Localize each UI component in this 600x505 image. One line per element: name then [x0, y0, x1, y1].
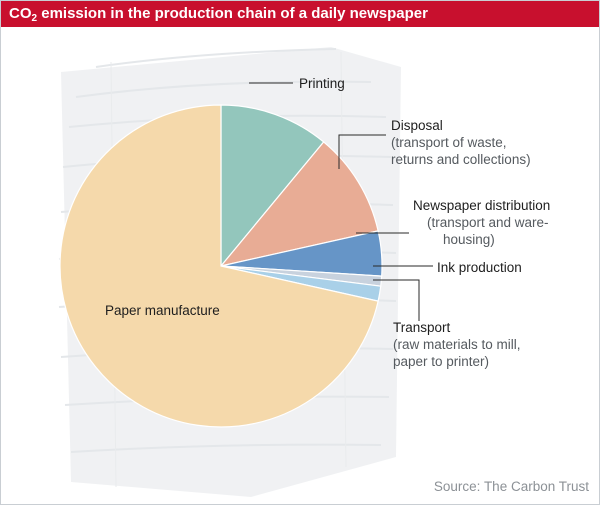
slice-label-detail: (raw materials to mill, — [393, 337, 521, 352]
title-bar: CO2 emission in the production chain of … — [1, 1, 599, 27]
chart-canvas — [58, 47, 433, 497]
slice-label-name: Paper manufacture — [105, 303, 220, 318]
slice-label-name: Ink production — [437, 260, 522, 275]
slice-label-transport: Transport (raw materials to mill, paper … — [393, 319, 521, 370]
chart-title: CO2 emission in the production chain of … — [9, 5, 428, 25]
slice-label-name: Disposal — [391, 118, 443, 133]
slice-label-detail: (transport and ware- — [427, 215, 549, 230]
slice-label-detail: housing) — [443, 232, 495, 247]
leader-line-transport — [373, 279, 420, 321]
slice-label-newspaper-distribution: Newspaper distribution (transport and wa… — [413, 197, 550, 248]
slice-label-name: Printing — [299, 76, 345, 91]
pie — [59, 104, 383, 428]
slice-label-detail: (transport of waste, — [391, 135, 507, 150]
slice-label-detail: returns and collections) — [391, 152, 531, 167]
slice-label-ink-production: Ink production — [437, 259, 522, 276]
slice-label-detail: paper to printer) — [393, 354, 490, 369]
title-rest: emission in the production chain of a da… — [37, 5, 428, 22]
slice-label-name: Transport — [393, 320, 451, 335]
slice-label-disposal: Disposal (transport of waste, returns an… — [391, 117, 531, 168]
slice-label-paper-manufacture: Paper manufacture — [105, 302, 220, 319]
slice-label-name: Newspaper distribution — [413, 198, 551, 213]
pie-slice-disposal — [219, 141, 379, 267]
pie-slice-paper-manufacture — [59, 104, 379, 428]
title-subscript: 2 — [31, 13, 38, 24]
pie-slice-printing — [220, 104, 325, 268]
title-co: CO — [9, 5, 32, 22]
slice-label-printing: Printing — [299, 75, 345, 92]
leader-lines — [249, 82, 433, 321]
leader-line-disposal — [338, 134, 386, 169]
source-credit: Source: The Carbon Trust — [433, 479, 589, 494]
